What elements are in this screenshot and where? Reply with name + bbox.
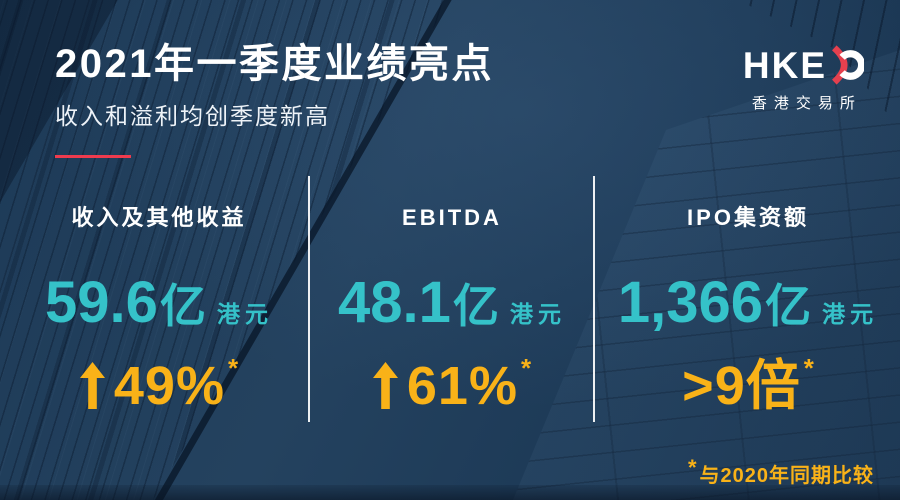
metric-change-row: 49% * bbox=[28, 355, 290, 416]
red-accent-line bbox=[55, 154, 131, 158]
metric-value-row: 59.6 亿 港元 bbox=[28, 274, 290, 332]
metric-label: 收入及其他收益 bbox=[71, 205, 247, 230]
hkex-x-mark-icon bbox=[831, 45, 864, 85]
metric-value: 48.1 bbox=[338, 270, 451, 335]
metric-label: IPO集资额 bbox=[687, 205, 809, 230]
metric-unit: 亿 bbox=[159, 280, 206, 332]
logo-letters: HKE bbox=[742, 44, 827, 86]
metric-change: 49% bbox=[113, 356, 225, 416]
footnote-asterisk: * bbox=[520, 353, 532, 383]
page-subtitle: 收入和溢利均创季度新高 bbox=[55, 103, 330, 129]
bottom-shadow-band bbox=[0, 485, 900, 500]
logo-chinese-name: 香港交易所 bbox=[751, 95, 862, 112]
page-title: 2021年一季度业绩亮点 bbox=[55, 42, 494, 86]
metric-currency: 港元 bbox=[216, 301, 273, 327]
metric-value: 59.6 bbox=[45, 270, 158, 335]
metric-value: 1,366 bbox=[617, 270, 764, 335]
metric-column-ebitda: EBITDA 48.1 亿 港元 61% * bbox=[322, 205, 582, 416]
metric-change: 9倍 bbox=[714, 356, 801, 416]
metric-unit: 亿 bbox=[765, 280, 812, 332]
logo-wordmark: HKE bbox=[743, 44, 864, 86]
metric-unit: 亿 bbox=[452, 280, 499, 332]
hkex-logo: HKE 香港交易所 bbox=[743, 44, 864, 113]
metric-change-row: 61% * bbox=[322, 355, 582, 416]
column-divider bbox=[308, 176, 310, 422]
metric-label: EBITDA bbox=[402, 205, 502, 230]
footnote-text: 与2020年同期比较 bbox=[699, 465, 874, 487]
column-divider bbox=[593, 176, 595, 422]
metric-change-row: > 9倍 * bbox=[604, 355, 892, 416]
metric-change: 61% bbox=[406, 356, 518, 416]
footnote-asterisk: * bbox=[227, 353, 239, 383]
metric-value-row: 48.1 亿 港元 bbox=[322, 274, 582, 332]
footnote-asterisk: * bbox=[803, 353, 814, 383]
metric-currency: 港元 bbox=[822, 301, 879, 327]
up-arrow-icon bbox=[79, 362, 105, 409]
up-arrow-icon bbox=[372, 362, 398, 409]
metric-value-row: 1,366 亿 港元 bbox=[604, 274, 892, 332]
footnote: * 与2020年同期比较 bbox=[688, 455, 874, 488]
footnote-asterisk: * bbox=[687, 455, 698, 480]
metric-currency: 港元 bbox=[509, 301, 566, 327]
header: 2021年一季度业绩亮点 收入和溢利均创季度新高 bbox=[55, 42, 494, 158]
metric-column-ipo: IPO集资额 1,366 亿 港元 > 9倍 * bbox=[604, 205, 892, 416]
metric-column-revenue: 收入及其他收益 59.6 亿 港元 49% * bbox=[28, 205, 290, 416]
greater-than-sign: > bbox=[682, 356, 715, 416]
